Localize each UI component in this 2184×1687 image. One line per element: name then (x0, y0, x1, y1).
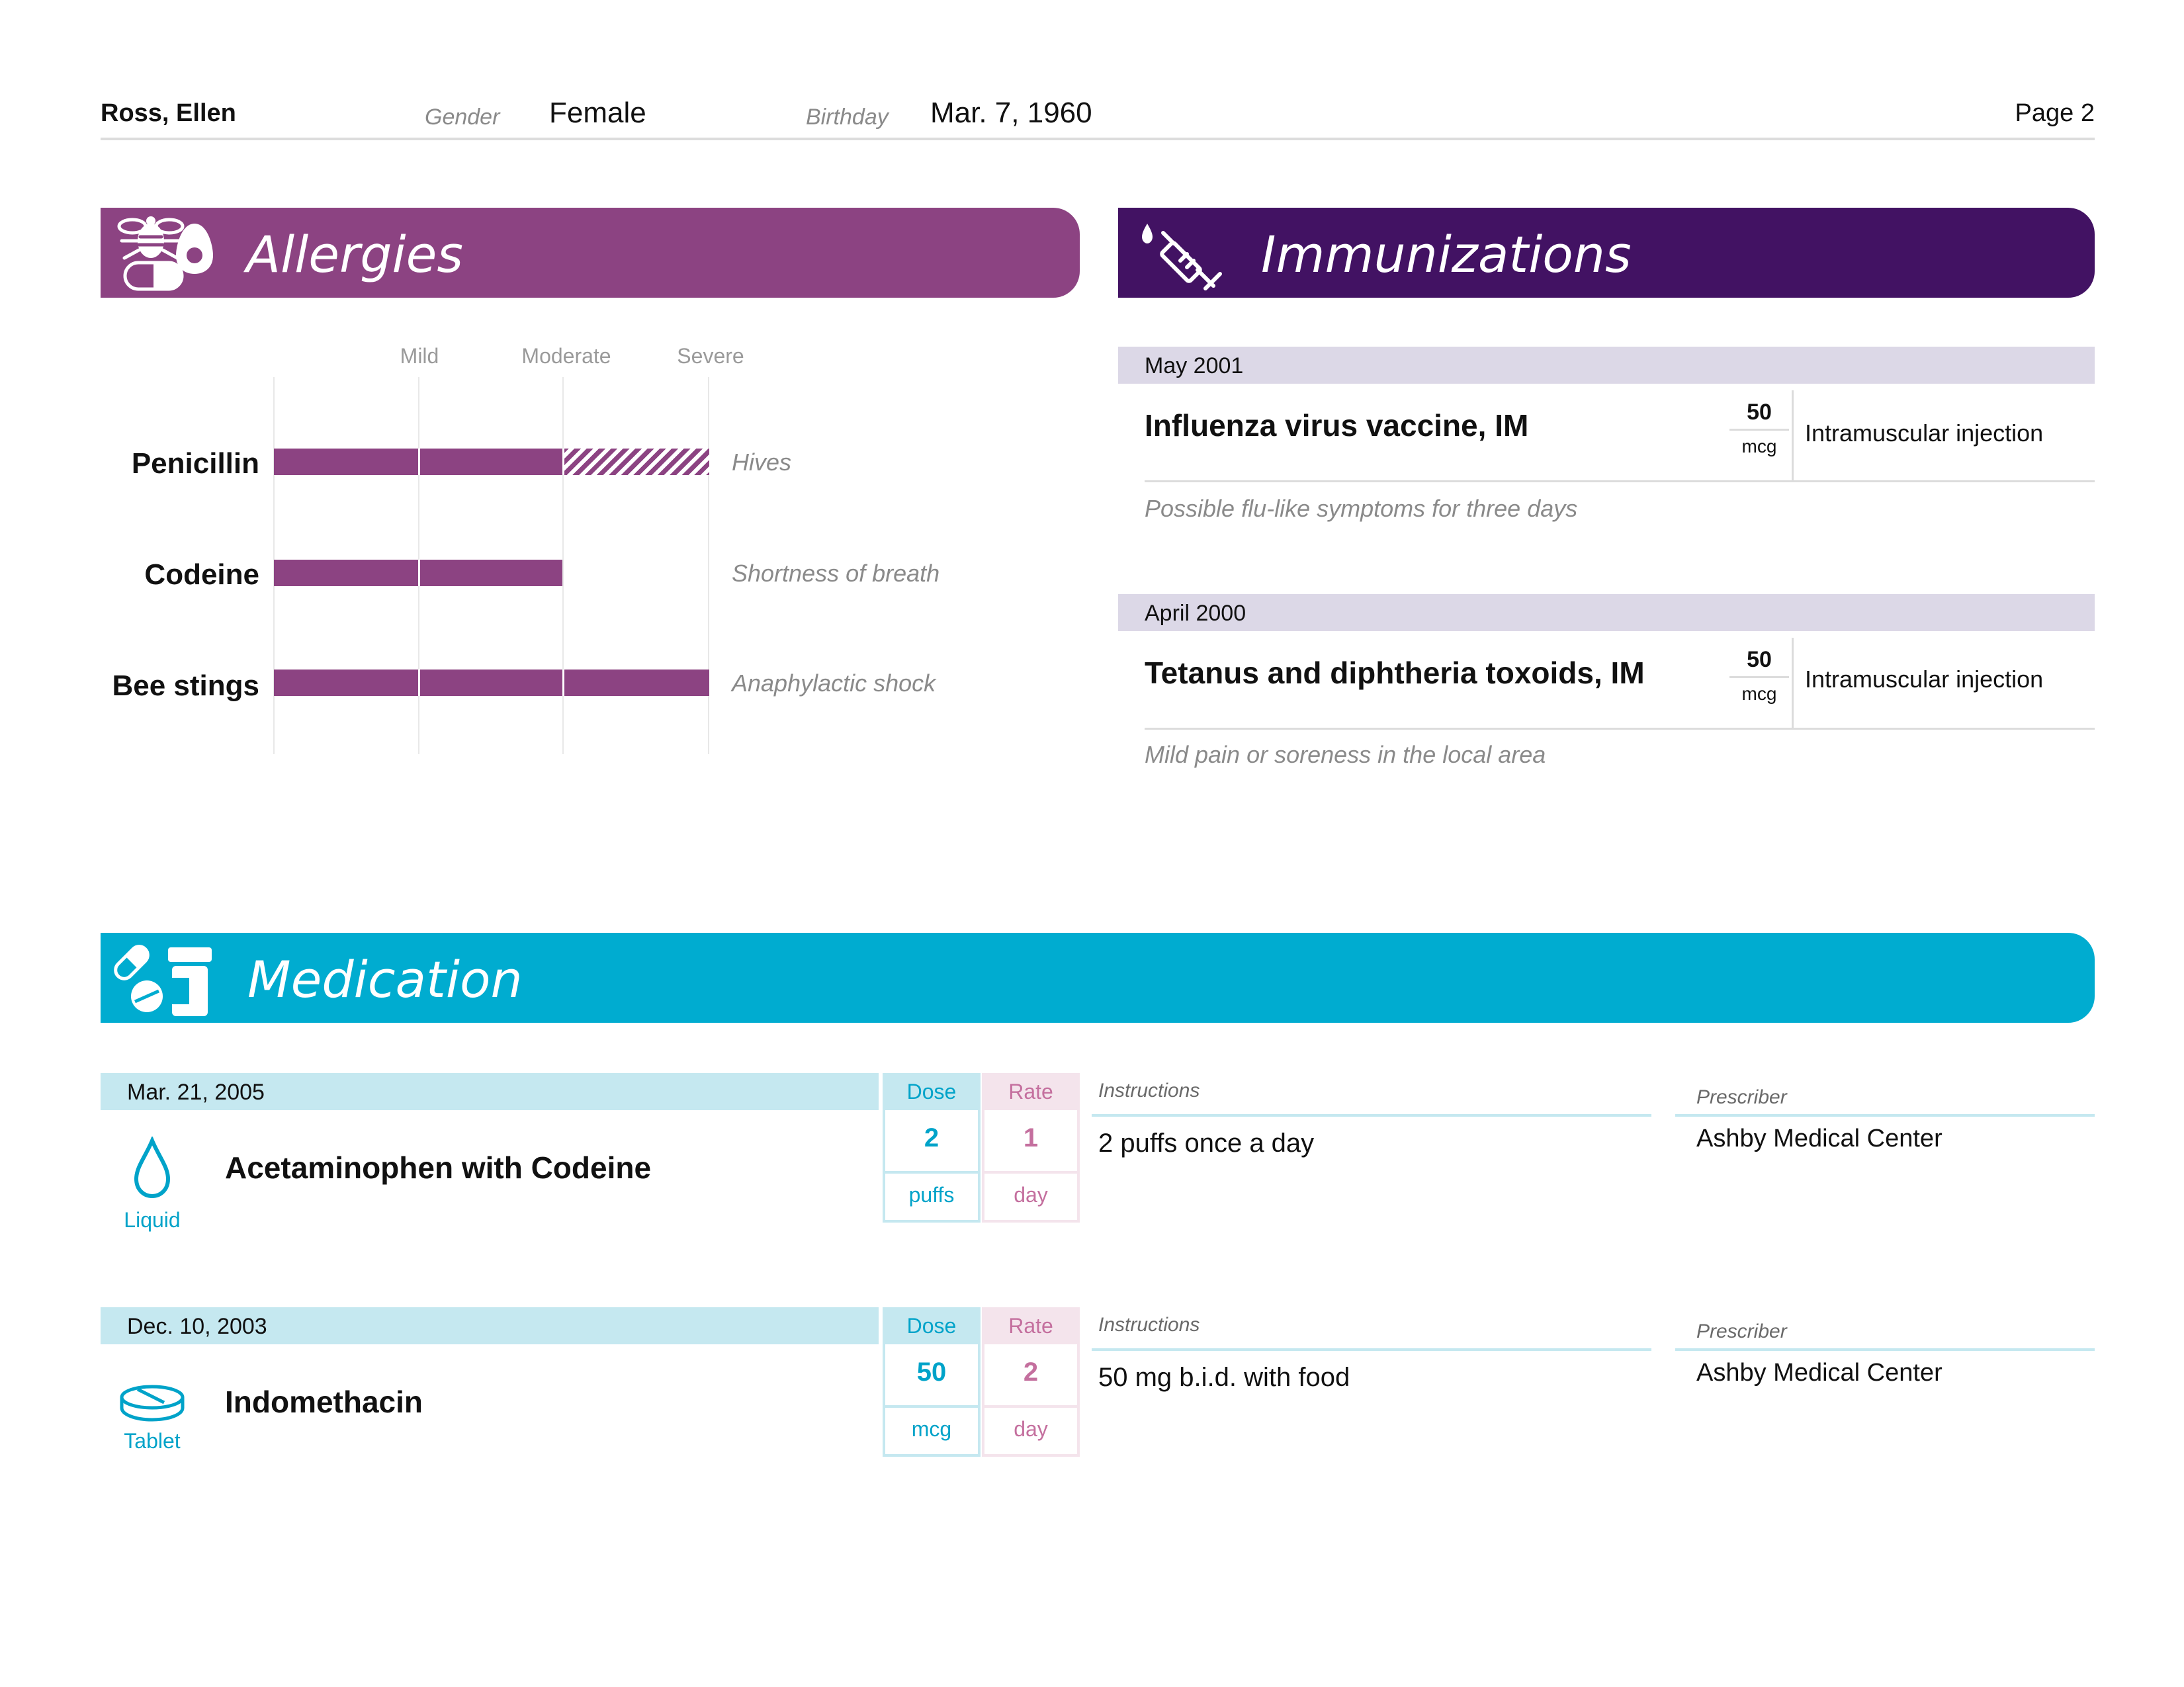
medication-date: Mar. 21, 2005 (101, 1073, 879, 1110)
medication-prescriber: Ashby Medical Center (1696, 1125, 1943, 1152)
immunization-divider (1792, 638, 1794, 728)
immunization-note: Mild pain or soreness in the local area (1145, 741, 1546, 768)
capsule-icon (114, 945, 150, 980)
instructions-rule (1092, 1348, 1651, 1351)
dose-header: Dose (883, 1073, 981, 1110)
rate-header: Rate (982, 1307, 1080, 1344)
gender-value: Female (549, 97, 646, 129)
immunization-dose-unit: mcg (1729, 429, 1789, 457)
pill-icon (123, 261, 184, 291)
dose-box: 2 puffs (883, 1110, 981, 1223)
allergies-title: Allergies (246, 225, 463, 284)
medication-form: Tablet (124, 1429, 181, 1453)
prescriber-label: Prescriber (1696, 1086, 1787, 1108)
allergy-reaction: Anaphylactic shock (732, 670, 936, 697)
severity-label-moderate: Moderate (521, 344, 611, 368)
allergies-banner: Allergies (101, 208, 1080, 298)
immunization-dose: 50 (1747, 400, 1772, 425)
immunization-note: Possible flu-like symptoms for three day… (1145, 495, 1578, 522)
rate-value: 1 (1023, 1123, 1039, 1152)
page-number: Page 2 (2015, 99, 2095, 127)
severity-label-severe: Severe (677, 344, 744, 368)
immunization-dose: 50 (1747, 647, 1772, 672)
immunization-dose-unit: mcg (1729, 676, 1789, 705)
instructions-rule (1092, 1114, 1651, 1117)
severity-gridline (708, 377, 709, 754)
syringe-icon (1142, 224, 1222, 290)
severity-gridline (562, 377, 564, 754)
severity-label-mild: Mild (400, 344, 439, 368)
pill-bottle-icon (168, 947, 212, 1016)
allergen-name: Codeine (144, 558, 259, 591)
severity-bar (274, 449, 709, 475)
rate-unit: day (984, 1171, 1077, 1207)
rate-header: Rate (982, 1073, 1080, 1110)
rate-value: 2 (1023, 1358, 1039, 1387)
patient-name: Ross, Ellen (101, 99, 236, 127)
immunization-divider (1792, 390, 1794, 480)
immunization-name: Influenza virus vaccine, IM (1145, 408, 1529, 443)
immunization-date: May 2001 (1118, 347, 2095, 384)
medication-title: Medication (247, 950, 523, 1009)
immunizations-title: Immunizations (1261, 225, 1632, 284)
allergy-reaction: Hives (732, 449, 792, 476)
dose-unit: puffs (885, 1171, 978, 1207)
medication-prescriber: Ashby Medical Center (1696, 1359, 1943, 1387)
egg-icon (176, 224, 213, 274)
tablet-icon (131, 980, 163, 1012)
dose-box: 50 mcg (883, 1344, 981, 1457)
dose-unit: mcg (885, 1405, 978, 1442)
dose-value: 50 (916, 1358, 947, 1387)
bee-icon (117, 216, 185, 260)
rate-box: 1 day (982, 1110, 1080, 1223)
prescriber-label: Prescriber (1696, 1320, 1787, 1342)
droplet-icon (134, 1137, 171, 1199)
patient-header: Ross, Ellen Gender Female Birthday Mar. … (101, 93, 2095, 140)
instructions-label: Instructions (1098, 1080, 1200, 1102)
medication-date: Dec. 10, 2003 (101, 1307, 879, 1344)
severity-bar (274, 670, 709, 696)
birthday-label: Birthday (806, 105, 889, 130)
rate-box: 2 day (982, 1344, 1080, 1457)
prescriber-rule (1675, 1348, 2095, 1351)
immunization-rule (1145, 728, 2095, 730)
immunizations-banner: Immunizations (1118, 208, 2095, 298)
tablet-icon (120, 1385, 185, 1422)
rate-unit: day (984, 1405, 1077, 1442)
prescriber-rule (1675, 1114, 2095, 1117)
immunization-rule (1145, 480, 2095, 482)
medication-instructions: 2 puffs once a day (1098, 1129, 1315, 1158)
allergy-reaction: Shortness of breath (732, 560, 940, 587)
immunization-route: Intramuscular injection (1805, 666, 2044, 693)
medication-instructions: 50 mg b.i.d. with food (1098, 1363, 1350, 1392)
birthday-value: Mar. 7, 1960 (930, 97, 1092, 129)
medication-form: Liquid (124, 1208, 181, 1232)
severity-bar (274, 560, 562, 586)
dose-value: 2 (924, 1123, 939, 1152)
immunization-name: Tetanus and diphtheria toxoids, IM (1145, 656, 1645, 690)
medication-name: Acetaminophen with Codeine (225, 1150, 652, 1185)
immunization-route: Intramuscular injection (1805, 419, 2044, 447)
immunization-date: April 2000 (1118, 594, 2095, 631)
gender-label: Gender (425, 105, 500, 130)
medication-banner: Medication (101, 933, 2095, 1023)
instructions-label: Instructions (1098, 1314, 1200, 1336)
allergen-name: Bee stings (112, 670, 259, 702)
allergen-name: Penicillin (131, 447, 259, 480)
medication-name: Indomethacin (225, 1385, 423, 1419)
dose-header: Dose (883, 1307, 981, 1344)
